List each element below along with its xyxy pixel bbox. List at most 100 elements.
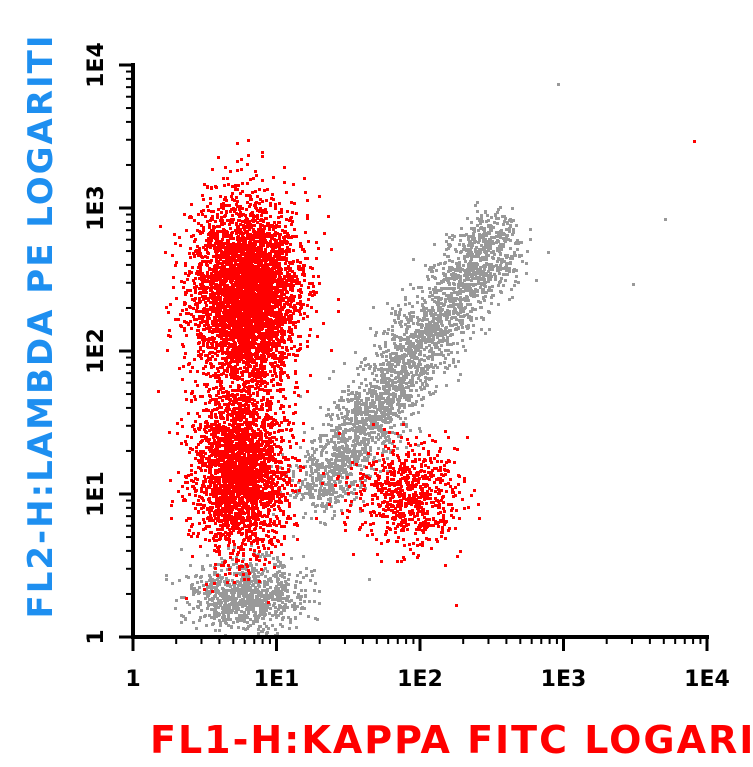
red-point xyxy=(293,304,296,307)
gray-point xyxy=(302,555,305,558)
red-point xyxy=(199,232,202,235)
gray-point xyxy=(409,335,412,338)
gray-point xyxy=(360,484,363,487)
gray-point xyxy=(483,240,486,243)
gray-point xyxy=(365,384,368,387)
gray-point xyxy=(496,260,499,263)
gray-point xyxy=(489,243,492,246)
gray-point xyxy=(343,362,346,365)
gray-point xyxy=(373,456,376,459)
red-point xyxy=(271,236,274,239)
gray-point xyxy=(449,300,452,303)
gray-point xyxy=(426,384,429,387)
gray-point xyxy=(474,288,477,291)
gray-point xyxy=(287,578,290,581)
gray-point xyxy=(406,396,409,399)
gray-point xyxy=(462,264,465,267)
gray-point xyxy=(387,377,390,380)
red-point xyxy=(208,280,211,283)
gray-point xyxy=(271,624,274,627)
gray-point xyxy=(397,304,400,307)
gray-point xyxy=(275,610,278,613)
red-point xyxy=(226,219,229,222)
gray-point xyxy=(381,452,384,455)
gray-point xyxy=(459,373,462,376)
gray-point xyxy=(466,287,469,290)
red-point xyxy=(215,246,218,249)
gray-point xyxy=(449,304,452,307)
gray-point xyxy=(492,242,495,245)
gray-point xyxy=(332,454,335,457)
gray-point xyxy=(397,409,400,412)
red-point xyxy=(270,289,273,292)
red-point xyxy=(246,182,249,185)
gray-point xyxy=(507,238,510,241)
gray-point xyxy=(474,283,477,286)
gray-point xyxy=(364,378,367,381)
gray-point xyxy=(327,498,330,501)
red-point xyxy=(262,296,265,299)
gray-point xyxy=(280,585,283,588)
gray-point xyxy=(279,590,282,593)
gray-point xyxy=(301,480,304,483)
gray-point xyxy=(349,450,352,453)
gray-point xyxy=(414,403,417,406)
red-point xyxy=(260,218,263,221)
gray-point xyxy=(350,491,353,494)
gray-point xyxy=(459,239,462,242)
gray-point xyxy=(400,380,403,383)
gray-point xyxy=(412,342,415,345)
gray-point xyxy=(429,349,432,352)
gray-point xyxy=(415,381,418,384)
gray-point xyxy=(458,243,461,246)
gray-point xyxy=(346,413,349,416)
gray-point xyxy=(225,611,228,614)
gray-point xyxy=(182,615,185,618)
gray-point xyxy=(376,380,379,383)
gray-point xyxy=(250,580,253,583)
gray-point xyxy=(262,607,265,610)
gray-point xyxy=(478,233,481,236)
gray-point xyxy=(421,382,424,385)
gray-point xyxy=(453,291,456,294)
red-point xyxy=(228,334,231,337)
gray-point xyxy=(281,625,284,628)
gray-point xyxy=(367,438,370,441)
gray-point xyxy=(243,613,246,616)
gray-point xyxy=(404,372,407,375)
gray-point xyxy=(449,269,452,272)
gray-point xyxy=(223,592,226,595)
gray-point xyxy=(285,582,288,585)
gray-point xyxy=(390,404,393,407)
gray-point xyxy=(347,393,350,396)
gray-point xyxy=(205,592,208,595)
gray-point xyxy=(503,215,506,218)
gray-point xyxy=(489,238,492,241)
red-point xyxy=(227,338,230,341)
red-point xyxy=(275,357,278,360)
gray-point xyxy=(418,374,421,377)
red-point xyxy=(293,202,296,205)
gray-point xyxy=(199,603,202,606)
gray-point xyxy=(386,368,389,371)
gray-point xyxy=(373,417,376,420)
gray-point xyxy=(498,245,501,248)
gray-point xyxy=(495,235,498,238)
red-point xyxy=(260,311,263,314)
gray-point xyxy=(383,330,386,333)
gray-point xyxy=(500,277,503,280)
gray-point xyxy=(217,599,220,602)
gray-point xyxy=(247,575,250,578)
gray-point xyxy=(322,493,325,496)
gray-point xyxy=(398,360,401,363)
gray-point xyxy=(453,297,456,300)
gray-point xyxy=(319,521,322,524)
gray-point xyxy=(384,389,387,392)
gray-point xyxy=(508,270,511,273)
gray-point xyxy=(469,260,472,263)
red-point xyxy=(216,354,219,357)
gray-point xyxy=(359,479,362,482)
gray-point xyxy=(505,256,508,259)
gray-point xyxy=(474,250,477,253)
gray-point xyxy=(257,582,260,585)
